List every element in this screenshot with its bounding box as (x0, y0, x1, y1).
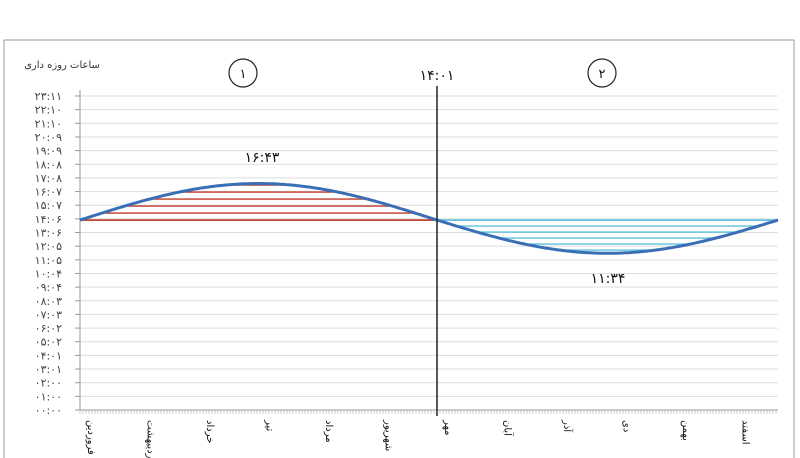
y-tick-label: ۲۰:۰۹ (35, 131, 62, 144)
month-label: آذر (561, 419, 574, 433)
y-tick-label: ۰۶:۰۲ (35, 322, 62, 335)
month-label: شهریور (383, 419, 394, 451)
y-tick-label: ۲۳:۱۱ (35, 90, 62, 103)
month-label: آبان (502, 420, 515, 437)
y-tick-label: ۰۵:۰۲ (35, 336, 62, 349)
month-label: اردیبهشت (145, 420, 156, 458)
region-1-number: ۱ (240, 67, 247, 82)
y-tick-label: ۰۱:۰۰ (35, 390, 62, 403)
y-tick-label: ۰۳:۰۱ (35, 363, 62, 376)
y-tick-label: ۰۹:۰۴ (35, 281, 62, 294)
month-label: تیر (264, 419, 275, 432)
month-label: اسفند (740, 420, 751, 444)
region-2-number: ۲ (599, 67, 606, 82)
month-label: مرداد (323, 420, 334, 443)
y-tick-label: ۱۸:۰۸ (35, 158, 62, 171)
y-tick-label: ۰۷:۰۳ (35, 308, 62, 321)
daylight-curve (79, 182, 779, 255)
month-label: فروردین (85, 420, 96, 455)
y-tick-label: ۰۸:۰۳ (35, 295, 62, 308)
y-tick-label: ۱۷:۰۸ (35, 172, 62, 185)
month-label: دی (621, 420, 632, 432)
y-tick-label: ۱۹:۰۹ (35, 145, 62, 158)
region-2-circle (587, 58, 617, 88)
min-label: ۱۱:۳۴ (591, 271, 626, 287)
max-label: ۱۶:۴۳ (245, 150, 280, 166)
y-tick-label: ۰۲:۰۰ (35, 377, 62, 390)
y-tick-label: ۰۴:۰۱ (35, 349, 62, 362)
baseline-label: ۱۴:۰۱ (420, 68, 455, 84)
y-tick-label: ۲۲:۱۰ (35, 104, 62, 117)
y-tick-label: ۱۲:۰۵ (35, 240, 62, 253)
y-tick-label: ۱۶:۰۷ (35, 186, 62, 199)
month-label: بهمن (680, 420, 691, 441)
y-tick-label: ۱۴:۰۶ (35, 213, 62, 226)
y-tick-label: ۰۰:۰۰ (35, 404, 62, 417)
month-label: مهر (442, 419, 453, 435)
y-tick-label: ۱۰:۰۴ (35, 267, 62, 280)
y-axis-label: ساعات روزه داری (24, 60, 100, 71)
y-tick-label: ۱۳:۰۶ (35, 227, 62, 240)
month-label: خرداد (204, 420, 215, 443)
y-tick-label: ۱۵:۰۷ (35, 199, 62, 212)
y-tick-label: ۲۱:۱۰ (35, 117, 62, 130)
chart-border (3, 39, 795, 458)
y-tick-label: ۱۱:۰۵ (35, 254, 62, 267)
region-1-circle (228, 58, 258, 88)
